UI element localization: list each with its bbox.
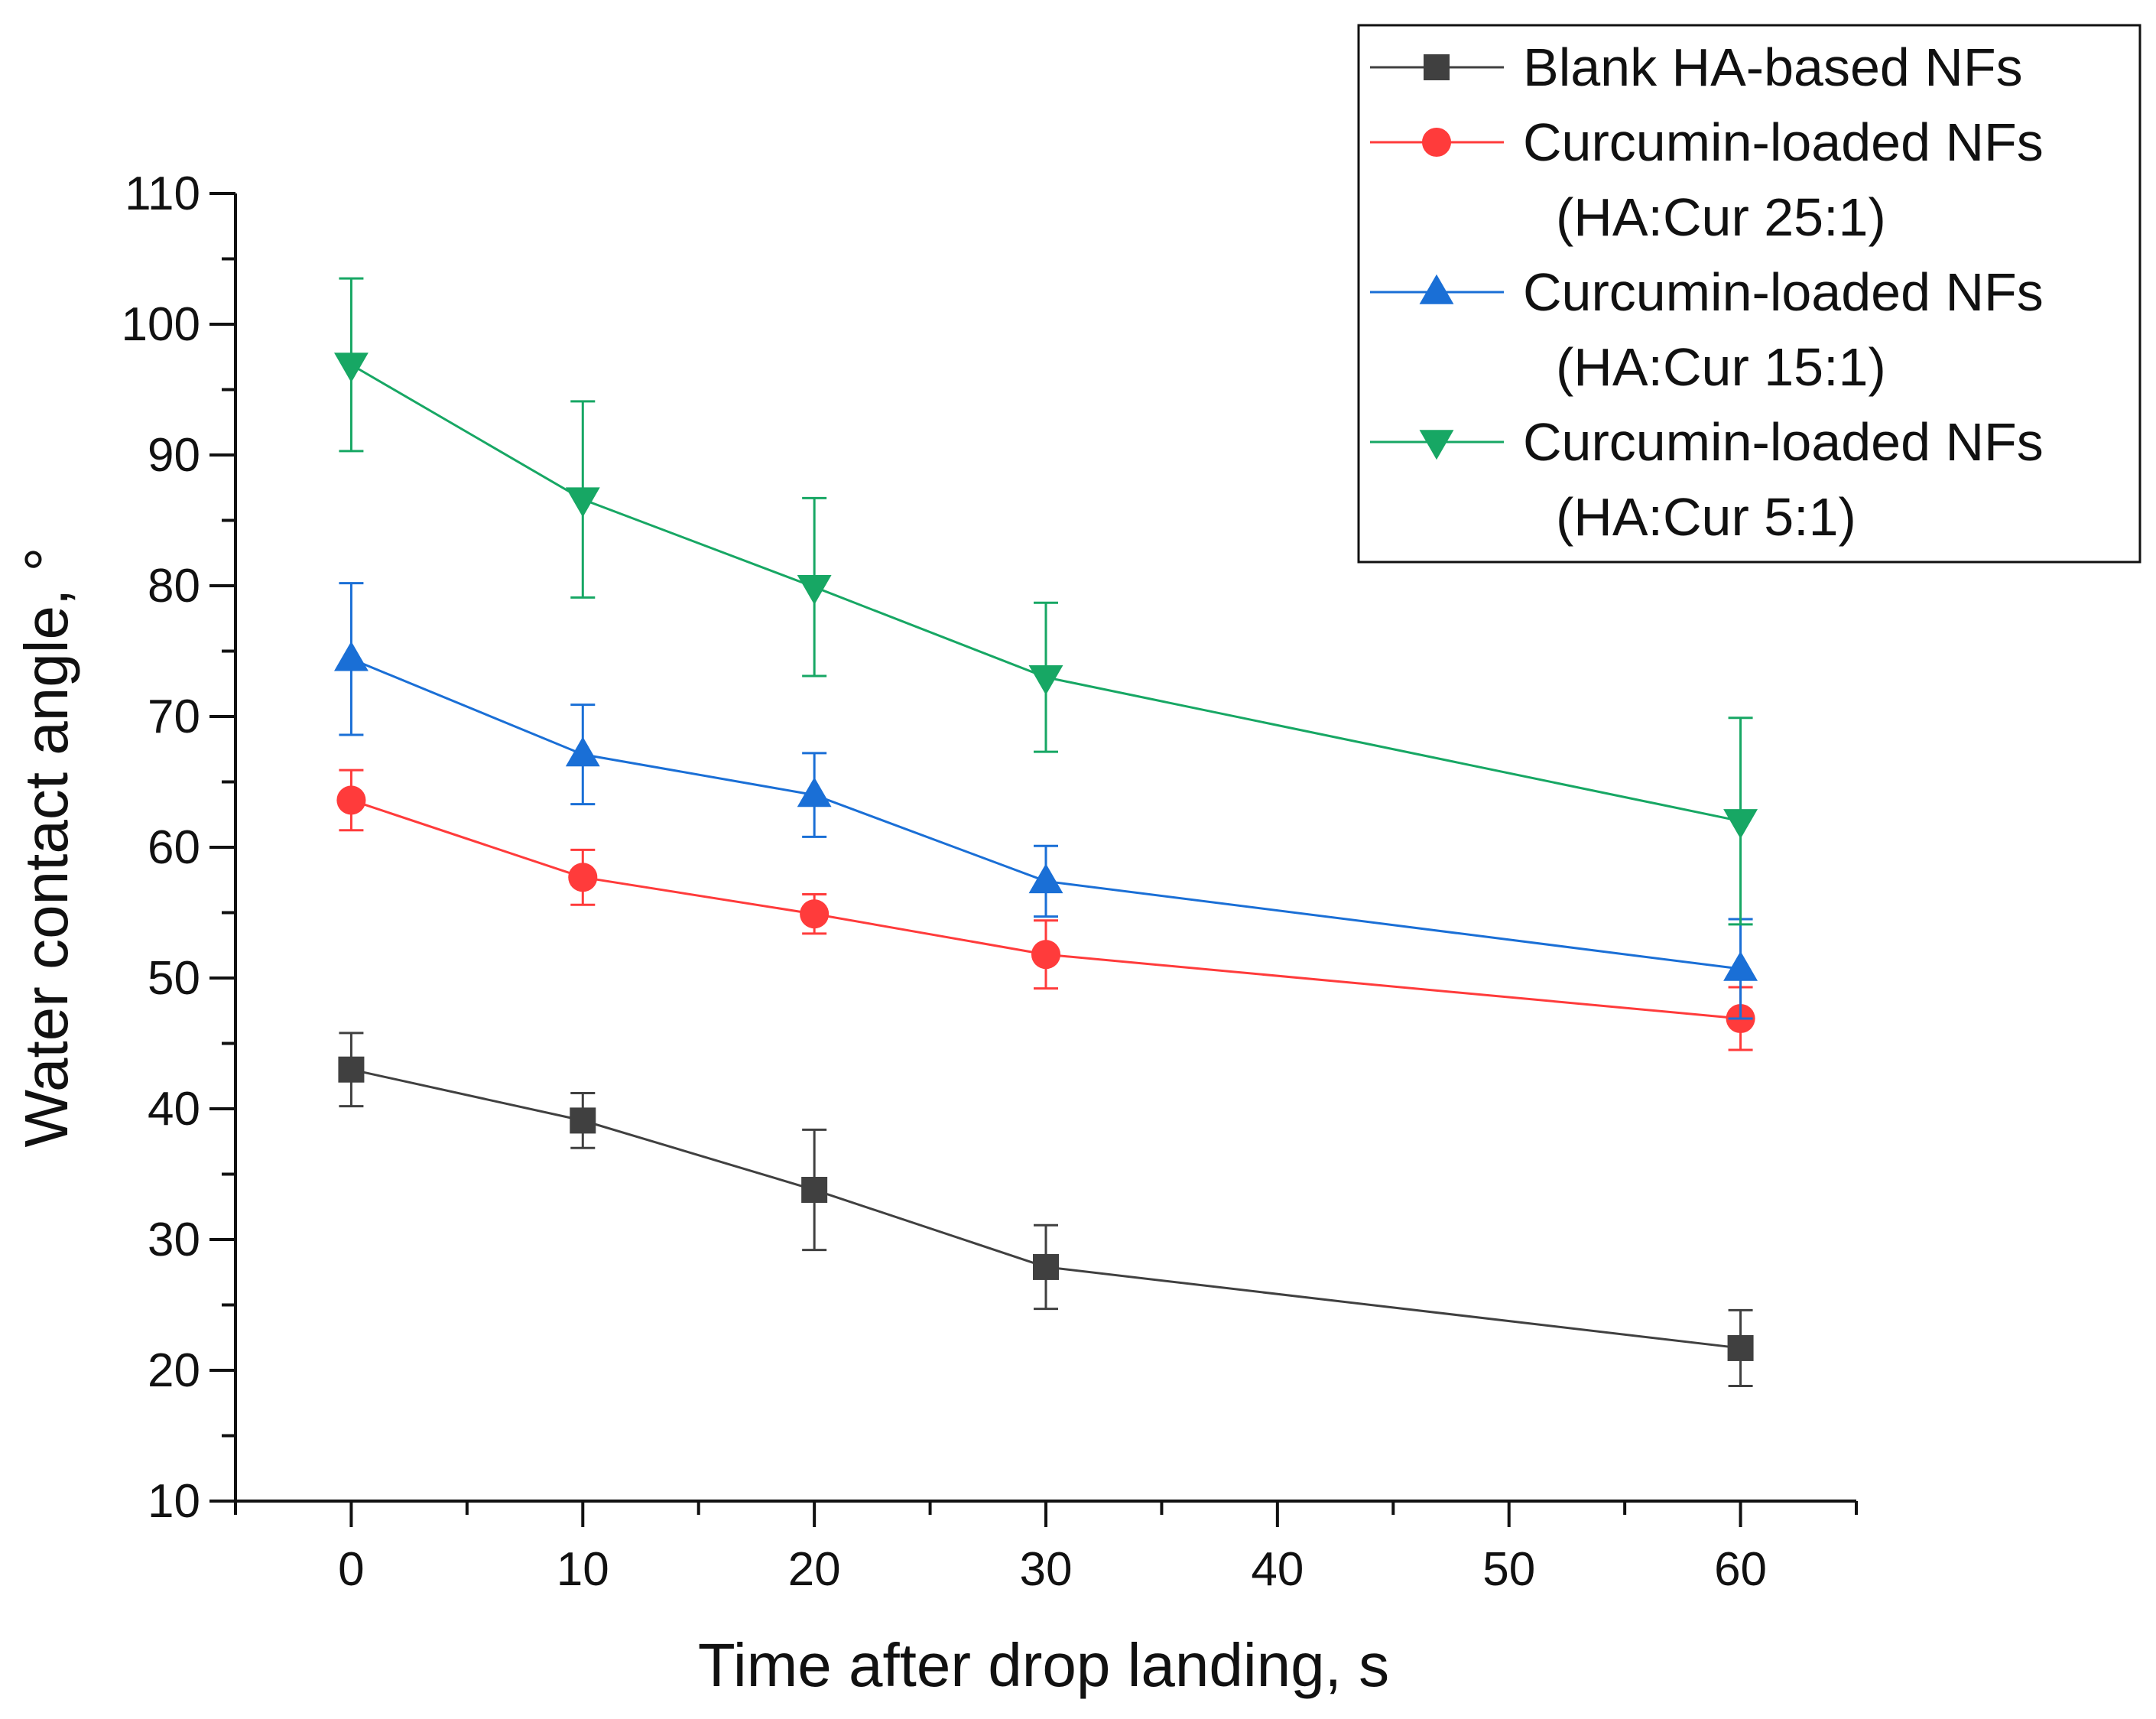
legend-label: (HA:Cur 5:1) (1556, 487, 1856, 547)
x-tick-label: 20 (788, 1543, 841, 1596)
x-axis-title: Time after drop landing, s (698, 1631, 1389, 1699)
legend-box (1357, 24, 2141, 564)
data-point (1723, 809, 1758, 839)
x-tick-label: 40 (1251, 1543, 1304, 1596)
legend-label: (HA:Cur 25:1) (1556, 187, 1886, 247)
data-point (333, 641, 369, 671)
legend-marker (1419, 430, 1454, 460)
data-point (801, 1177, 828, 1204)
y-tick-label: 100 (122, 298, 200, 351)
legend-marker (1419, 274, 1454, 304)
y-axis-title: Water contact angle, ° (12, 548, 80, 1148)
y-tick-label: 80 (148, 560, 200, 613)
data-point (1028, 665, 1063, 695)
legend-item-1: Blank HA-based NFs (1370, 37, 2023, 97)
y-tick-label: 50 (148, 952, 200, 1005)
y-tick-label: 110 (125, 167, 200, 220)
x-tick-label: 0 (338, 1543, 364, 1596)
data-point (1727, 1334, 1754, 1361)
x-tick-label: 30 (1020, 1543, 1073, 1596)
axes: 10 20 30 40 50 60 70 80 90 100 110 0 10 20 30 40 50 60 (122, 167, 1858, 1596)
data-point (336, 785, 366, 815)
data-point (565, 487, 600, 518)
legend-item-3: Curcumin-loaded NFs (HA:Cur 15:1) (1370, 262, 2044, 397)
plot-area (333, 277, 1758, 1388)
data-point (333, 353, 369, 383)
data-point (1031, 940, 1061, 970)
data-point (797, 575, 832, 605)
legend-item-4: Curcumin-loaded NFs (HA:Cur 5:1) (1370, 412, 2044, 547)
data-point (568, 863, 598, 892)
legend-label: Curcumin-loaded NFs (1523, 262, 2044, 322)
y-tick-label: 60 (148, 821, 200, 874)
data-point (800, 899, 830, 929)
series-2 (336, 769, 1755, 1051)
x-tick-label: 10 (557, 1543, 609, 1596)
series-3 (333, 582, 1758, 1020)
data-point (1033, 1253, 1059, 1280)
data-point (570, 1107, 596, 1134)
x-tick-label: 60 (1714, 1543, 1767, 1596)
data-point (565, 736, 600, 767)
legend-label: Blank HA-based NFs (1523, 37, 2023, 97)
series-1 (338, 1032, 1754, 1388)
legend-label: (HA:Cur 15:1) (1556, 337, 1886, 397)
legend-label: Curcumin-loaded NFs (1523, 412, 2044, 472)
y-tick-label: 40 (148, 1083, 200, 1136)
legend-item-2: Curcumin-loaded NFs (HA:Cur 25:1) (1370, 112, 2044, 247)
series-4 (333, 277, 1758, 926)
data-point (338, 1056, 365, 1083)
legend: Blank HA-based NFs Curcumin-loaded NFs (HA… (1357, 24, 2141, 564)
y-tick-label: 20 (148, 1344, 200, 1397)
y-tick-label: 90 (148, 429, 200, 482)
legend-label: Curcumin-loaded NFs (1523, 112, 2044, 172)
x-tick-label: 50 (1482, 1543, 1535, 1596)
y-tick-label: 10 (148, 1475, 200, 1528)
legend-marker (1421, 127, 1452, 158)
y-tick-label: 30 (148, 1214, 200, 1266)
y-tick-label: 70 (148, 691, 200, 743)
legend-marker (1424, 54, 1450, 80)
data-point (1028, 863, 1063, 894)
data-point (1723, 950, 1758, 981)
data-point (797, 777, 832, 808)
